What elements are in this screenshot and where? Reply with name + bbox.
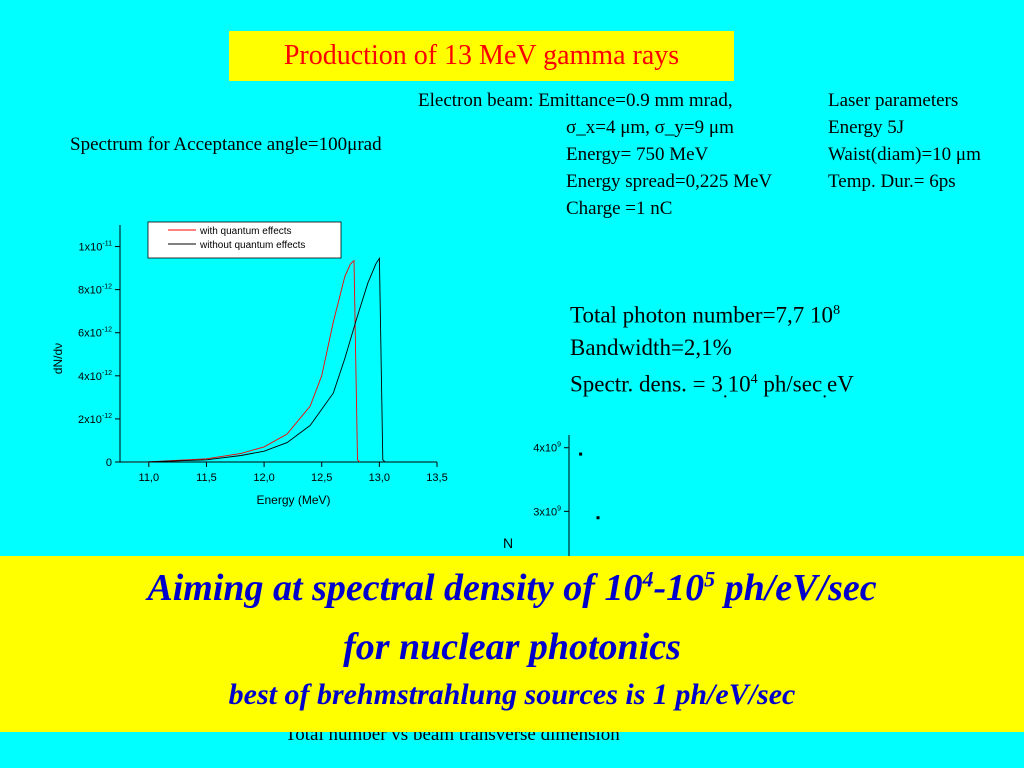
y-tick-label: 1x10-11: [79, 241, 113, 254]
dens-b: 10: [727, 371, 751, 397]
banner-exp-2: 5: [704, 566, 716, 592]
photon-number-exp: 8: [833, 303, 841, 318]
y-tick-label: 8x10-12: [78, 284, 112, 297]
x-tick-label: 11,0: [139, 472, 160, 484]
dens-c: ph/sec: [757, 371, 823, 397]
photon-number-line: Total photon number=7,7 108: [570, 295, 854, 332]
highlight-banner: Aiming at spectral density of 104-105 ph…: [0, 556, 1024, 732]
series-line-1: [119, 256, 386, 463]
x-tick-label: 13,0: [369, 472, 390, 484]
x-tick-label: 12,0: [253, 472, 274, 484]
data-point: [579, 452, 583, 456]
x-tick-label: 12,5: [311, 472, 332, 484]
electron-beam-parameters: Electron beam: Emittance=0.9 mm mrad, σ_…: [418, 87, 772, 222]
spectral-density-line: Spectr. dens. = 3.104 ph/sec.eV: [570, 364, 854, 408]
dens-d: eV: [826, 371, 854, 397]
y-tick-label: 6x10-12: [78, 327, 112, 340]
x-tick-label: 11,5: [196, 472, 217, 484]
y-axis-title: dN/dν: [51, 343, 65, 374]
banner-exp-1: 4: [642, 566, 654, 592]
ebeam-line: Energy= 750 MeV: [566, 144, 709, 165]
y-axis-title: N: [503, 535, 513, 551]
ebeam-line: Charge =1 nC: [566, 198, 673, 219]
slide-title: Production of 13 MeV gamma rays: [229, 31, 734, 81]
photon-number-chart: 4x109 3x109 N: [503, 435, 600, 565]
y-tick-label: 4x109: [533, 442, 561, 455]
slide-title-text: Production of 13 MeV gamma rays: [283, 40, 680, 71]
banner-line-3: best of brehmstrahlung sources is 1 ph/e…: [228, 678, 796, 711]
dens-dot-1: .: [722, 380, 728, 402]
dens-a: Spectr. dens. = 3: [570, 371, 723, 397]
laser-line: Waist(diam)=10 μm: [828, 144, 981, 165]
y-tick-label: 3x109: [533, 505, 561, 518]
legend-label: with quantum effects: [199, 226, 292, 237]
y-tick-label: 0: [106, 457, 112, 469]
ebeam-line: σ_x=4 μm, σ_y=9 μm: [566, 117, 734, 138]
dens-dot-2: .: [822, 380, 827, 402]
laser-parameters: Laser parameters Energy 5J Waist(diam)=1…: [828, 87, 981, 195]
x-tick-label: 13,5: [426, 472, 447, 484]
legend-label: without quantum effects: [199, 240, 305, 251]
banner-l1c: ph/eV/sec: [715, 567, 877, 609]
x-axis-title: Energy (MeV): [256, 493, 330, 507]
spectrum-chart: 11,0 11,5 12,0 12,5 13,0 13,5 0 2x10-12 4x10-12 6…: [51, 221, 448, 507]
dens-exp: 4: [750, 371, 758, 387]
summary-block: Total photon number=7,7 108 Bandwidth=2,…: [570, 295, 854, 408]
series-line-0: [119, 259, 361, 463]
bandwidth-line: Bandwidth=2,1%: [570, 334, 732, 360]
banner-line-2: for nuclear photonics: [343, 626, 681, 668]
legend-box: [147, 221, 342, 259]
banner-l1b: -10: [653, 567, 705, 609]
photon-number-text: Total photon number=7,7 10: [570, 302, 834, 328]
y-tick-label: 2x10-12: [78, 413, 112, 426]
ebeam-line: Electron beam: Emittance=0.9 mm mrad,: [418, 90, 733, 111]
laser-line: Energy 5J: [828, 117, 905, 138]
banner-line-1: Aiming at spectral density of 104-105 ph…: [0, 566, 1024, 610]
ebeam-line: Energy spread=0,225 MeV: [566, 171, 773, 192]
laser-line: Laser parameters: [828, 90, 959, 111]
data-point: [596, 516, 600, 520]
laser-line: Temp. Dur.= 6ps: [828, 171, 956, 192]
y-tick-label: 4x10-12: [78, 370, 112, 383]
spectrum-caption: Spectrum for Acceptance angle=100μrad: [70, 134, 382, 155]
banner-l1a: Aiming at spectral density of 10: [147, 567, 643, 609]
